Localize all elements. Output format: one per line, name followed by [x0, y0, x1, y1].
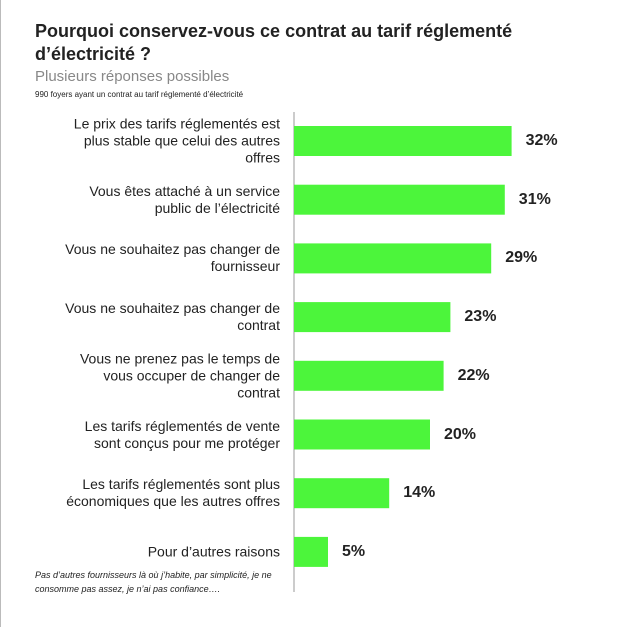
footnote: Pas d’autres fournisseurs là où j’habite… [35, 570, 272, 594]
category-label: Vous ne souhaitez pas changer de contrat [65, 300, 280, 334]
bar [294, 126, 512, 156]
bar [294, 243, 492, 274]
value-label: 14% [403, 484, 436, 502]
chart-title: Pourquoi conservez-vous ce contrat au ta… [35, 21, 513, 64]
category-label: Vous ne souhaitez pas changer de fournis… [65, 241, 280, 275]
category-label: Pour d’autres raisons [147, 543, 280, 560]
bar [294, 302, 451, 333]
value-label: 22% [457, 366, 490, 384]
value-label: 31% [518, 190, 551, 208]
note: 990 foyers ayant un contrat au tarif rég… [35, 90, 244, 99]
bar [294, 360, 444, 391]
bar [294, 536, 328, 567]
category-label: Le prix des tarifs réglementés est plus … [73, 115, 280, 166]
value-label: 29% [505, 249, 538, 267]
category-label: Vous êtes attaché à un service public de… [89, 182, 280, 216]
bar [294, 419, 430, 450]
bar [294, 184, 505, 215]
value-label: 32% [525, 132, 558, 149]
value-label: 5% [342, 542, 366, 560]
category-label: Les tarifs réglementés de vente sont con… [84, 417, 280, 451]
subtitle: Plusieurs réponses possibles [35, 68, 230, 85]
bar [294, 478, 390, 509]
value-label: 23% [464, 308, 497, 326]
category-label: Les tarifs réglementés sont plus économi… [66, 476, 280, 510]
value-label: 20% [444, 425, 477, 443]
category-label: Vous ne prenez pas le temps de vous occu… [79, 350, 280, 401]
